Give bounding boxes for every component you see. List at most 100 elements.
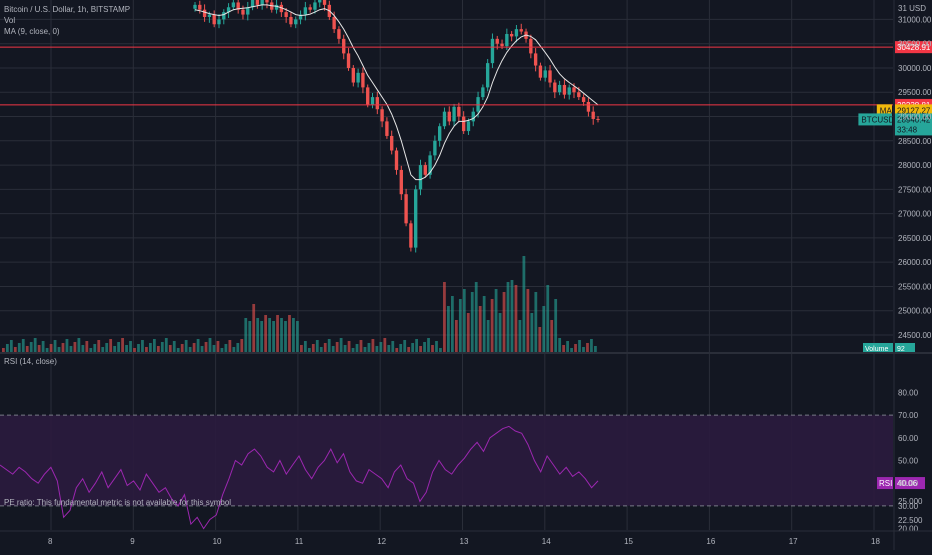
- candle-body: [562, 84, 567, 95]
- volume-bar: [244, 318, 248, 352]
- candle-body: [294, 19, 298, 25]
- rsi-tick-label: 80.00: [898, 388, 919, 397]
- candle-body: [265, 0, 269, 3]
- time-tick-label: 9: [130, 537, 135, 546]
- volume-bar: [256, 318, 260, 352]
- candle-body: [385, 121, 389, 136]
- volume-bar: [339, 338, 343, 352]
- candle-body: [313, 2, 317, 10]
- vol-legend[interactable]: Vol: [4, 16, 16, 25]
- volume-bar: [232, 347, 236, 352]
- volume-bar: [510, 280, 514, 352]
- price-tick-label: 27500.00: [898, 185, 932, 194]
- volume-bar: [61, 343, 65, 352]
- volume-bar: [41, 341, 45, 352]
- time-tick-label: 11: [295, 537, 304, 546]
- volume-bar: [57, 347, 61, 352]
- volume-bar: [240, 339, 244, 352]
- volume-bar: [550, 320, 554, 352]
- rsi-tick-label: 70.00: [898, 411, 919, 420]
- volume-bar: [180, 344, 184, 352]
- candle-body: [394, 150, 399, 170]
- price-tick-label: 26500.00: [898, 234, 932, 243]
- volume-bar: [554, 299, 558, 352]
- candle-body: [322, 0, 327, 5]
- marker-value: 29127.27: [897, 106, 931, 115]
- candle-body: [533, 53, 538, 66]
- candle-body: [509, 33, 514, 37]
- candle-body: [586, 101, 591, 112]
- volume-bar: [236, 343, 240, 352]
- volume-bar: [149, 343, 152, 352]
- candle-body: [366, 87, 370, 105]
- price-level-label: 30428.91: [897, 43, 931, 52]
- volume-bar: [343, 345, 347, 352]
- volume-bar: [101, 347, 105, 352]
- volume-bar: [49, 344, 53, 352]
- price-tick-label: 30000.00: [898, 64, 932, 73]
- volume-bar: [248, 321, 252, 352]
- volume-bar: [172, 341, 176, 352]
- volume-bar: [137, 344, 140, 352]
- volume-bar: [570, 348, 573, 352]
- volume-bar: [506, 282, 510, 352]
- volume-bar: [121, 338, 124, 352]
- symbol-legend[interactable]: Bitcoin / U.S. Dollar, 1h, BITSTAMP: [4, 5, 131, 14]
- candle-body: [308, 7, 312, 10]
- volume-bar: [327, 339, 331, 352]
- ma-legend[interactable]: MA (9, close, 0): [4, 27, 60, 36]
- volume-bar: [458, 299, 462, 352]
- volume-bar: [403, 340, 407, 352]
- volume-bar: [200, 346, 204, 352]
- volume-bar: [371, 339, 375, 352]
- rsi-legend[interactable]: RSI (14, close): [4, 357, 57, 366]
- volume-bar: [81, 345, 85, 352]
- volume-bar: [296, 321, 299, 352]
- volume-bar: [530, 313, 534, 352]
- volume-bar: [113, 346, 117, 352]
- volume-bar: [319, 347, 323, 352]
- volume-bar: [276, 315, 279, 352]
- volume-bar: [25, 346, 29, 352]
- volume-bar: [117, 342, 121, 352]
- time-tick-label: 8: [48, 537, 53, 546]
- price-axis-unit-label: 31 USD: [898, 4, 926, 13]
- marker-tag-bg: [876, 104, 892, 117]
- volume-bar: [97, 340, 101, 352]
- volume-bar: [586, 343, 589, 352]
- volume-bar: [125, 345, 128, 352]
- volume-bar: [21, 339, 25, 352]
- candle-body: [452, 106, 456, 122]
- volume-bar: [375, 346, 379, 352]
- volume-badge-label: Volume: [865, 346, 888, 353]
- volume-bar: [462, 289, 466, 352]
- volume-bar: [220, 348, 224, 352]
- rsi-value: 40.06: [897, 479, 918, 488]
- candle-body: [572, 87, 576, 93]
- volume-bar: [454, 320, 458, 352]
- candle-body: [212, 14, 216, 25]
- rsi-tick-label: 40.00: [898, 479, 919, 488]
- volume-bar: [363, 347, 367, 352]
- volume-bar: [482, 296, 486, 352]
- candle-body: [437, 126, 442, 141]
- volume-bar: [494, 289, 498, 352]
- volume-bar: [526, 289, 530, 352]
- volume-bar: [423, 342, 426, 352]
- candle-body: [433, 140, 437, 156]
- volume-bar: [284, 321, 287, 352]
- volume-bar: [77, 338, 81, 352]
- candle-body: [279, 4, 284, 13]
- price-tick-label: 28500.00: [898, 137, 932, 146]
- volume-bar: [542, 306, 546, 352]
- volume-bar: [582, 347, 585, 352]
- volume-bar: [33, 338, 37, 352]
- candle-body: [567, 87, 571, 95]
- volume-bar: [443, 282, 446, 352]
- price-tick-label: 28000.00: [898, 161, 932, 170]
- time-tick-label: 16: [706, 537, 715, 546]
- marker-tag: MA: [880, 106, 893, 115]
